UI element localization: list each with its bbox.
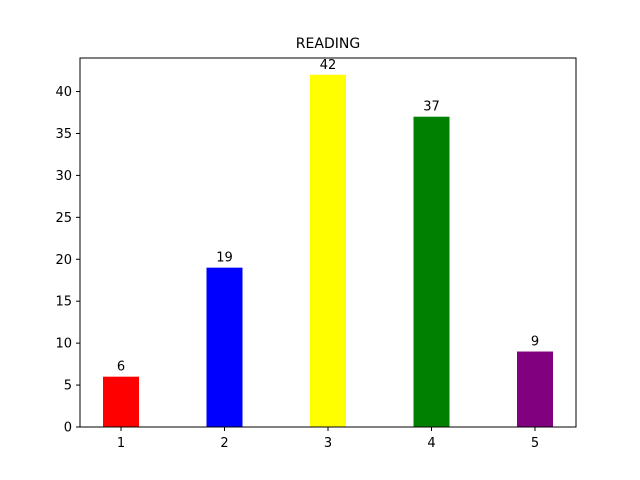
y-tick-label-10: 10 [55, 337, 72, 352]
y-tick-label-35: 35 [55, 127, 72, 142]
y-tick-label-40: 40 [55, 85, 72, 100]
y-tick-label-30: 30 [55, 169, 72, 184]
y-tick-label-20: 20 [55, 253, 72, 268]
data-label-3: 42 [320, 58, 337, 73]
plot-frame [79, 57, 577, 428]
data-label-5: 9 [531, 335, 539, 350]
x-tick-label-2: 2 [220, 436, 228, 451]
y-tick-label-15: 15 [55, 295, 72, 310]
bar-5 [517, 351, 553, 427]
bar-3 [310, 74, 346, 427]
data-labels-layer: 6 19 42 37 9 [117, 58, 539, 375]
y-tick-label-5: 5 [64, 379, 72, 394]
bars-layer [103, 74, 553, 428]
y-tick-label-25: 25 [55, 211, 72, 226]
y-tick-label-0: 0 [64, 421, 72, 436]
bar-1 [103, 376, 139, 427]
data-label-1: 6 [117, 360, 125, 375]
bar-4 [413, 116, 450, 428]
bar-2 [206, 267, 243, 427]
x-tick-label-4: 4 [427, 436, 435, 451]
x-tick-label-5: 5 [531, 436, 539, 451]
x-axis: 1 2 3 4 5 [117, 427, 539, 451]
y-axis: 0 5 10 15 20 25 30 35 40 [55, 85, 80, 436]
x-tick-label-1: 1 [117, 436, 125, 451]
data-label-2: 19 [216, 251, 233, 266]
data-label-4: 37 [423, 100, 440, 115]
x-tick-label-3: 3 [324, 436, 332, 451]
chart-title: READING [296, 36, 360, 52]
